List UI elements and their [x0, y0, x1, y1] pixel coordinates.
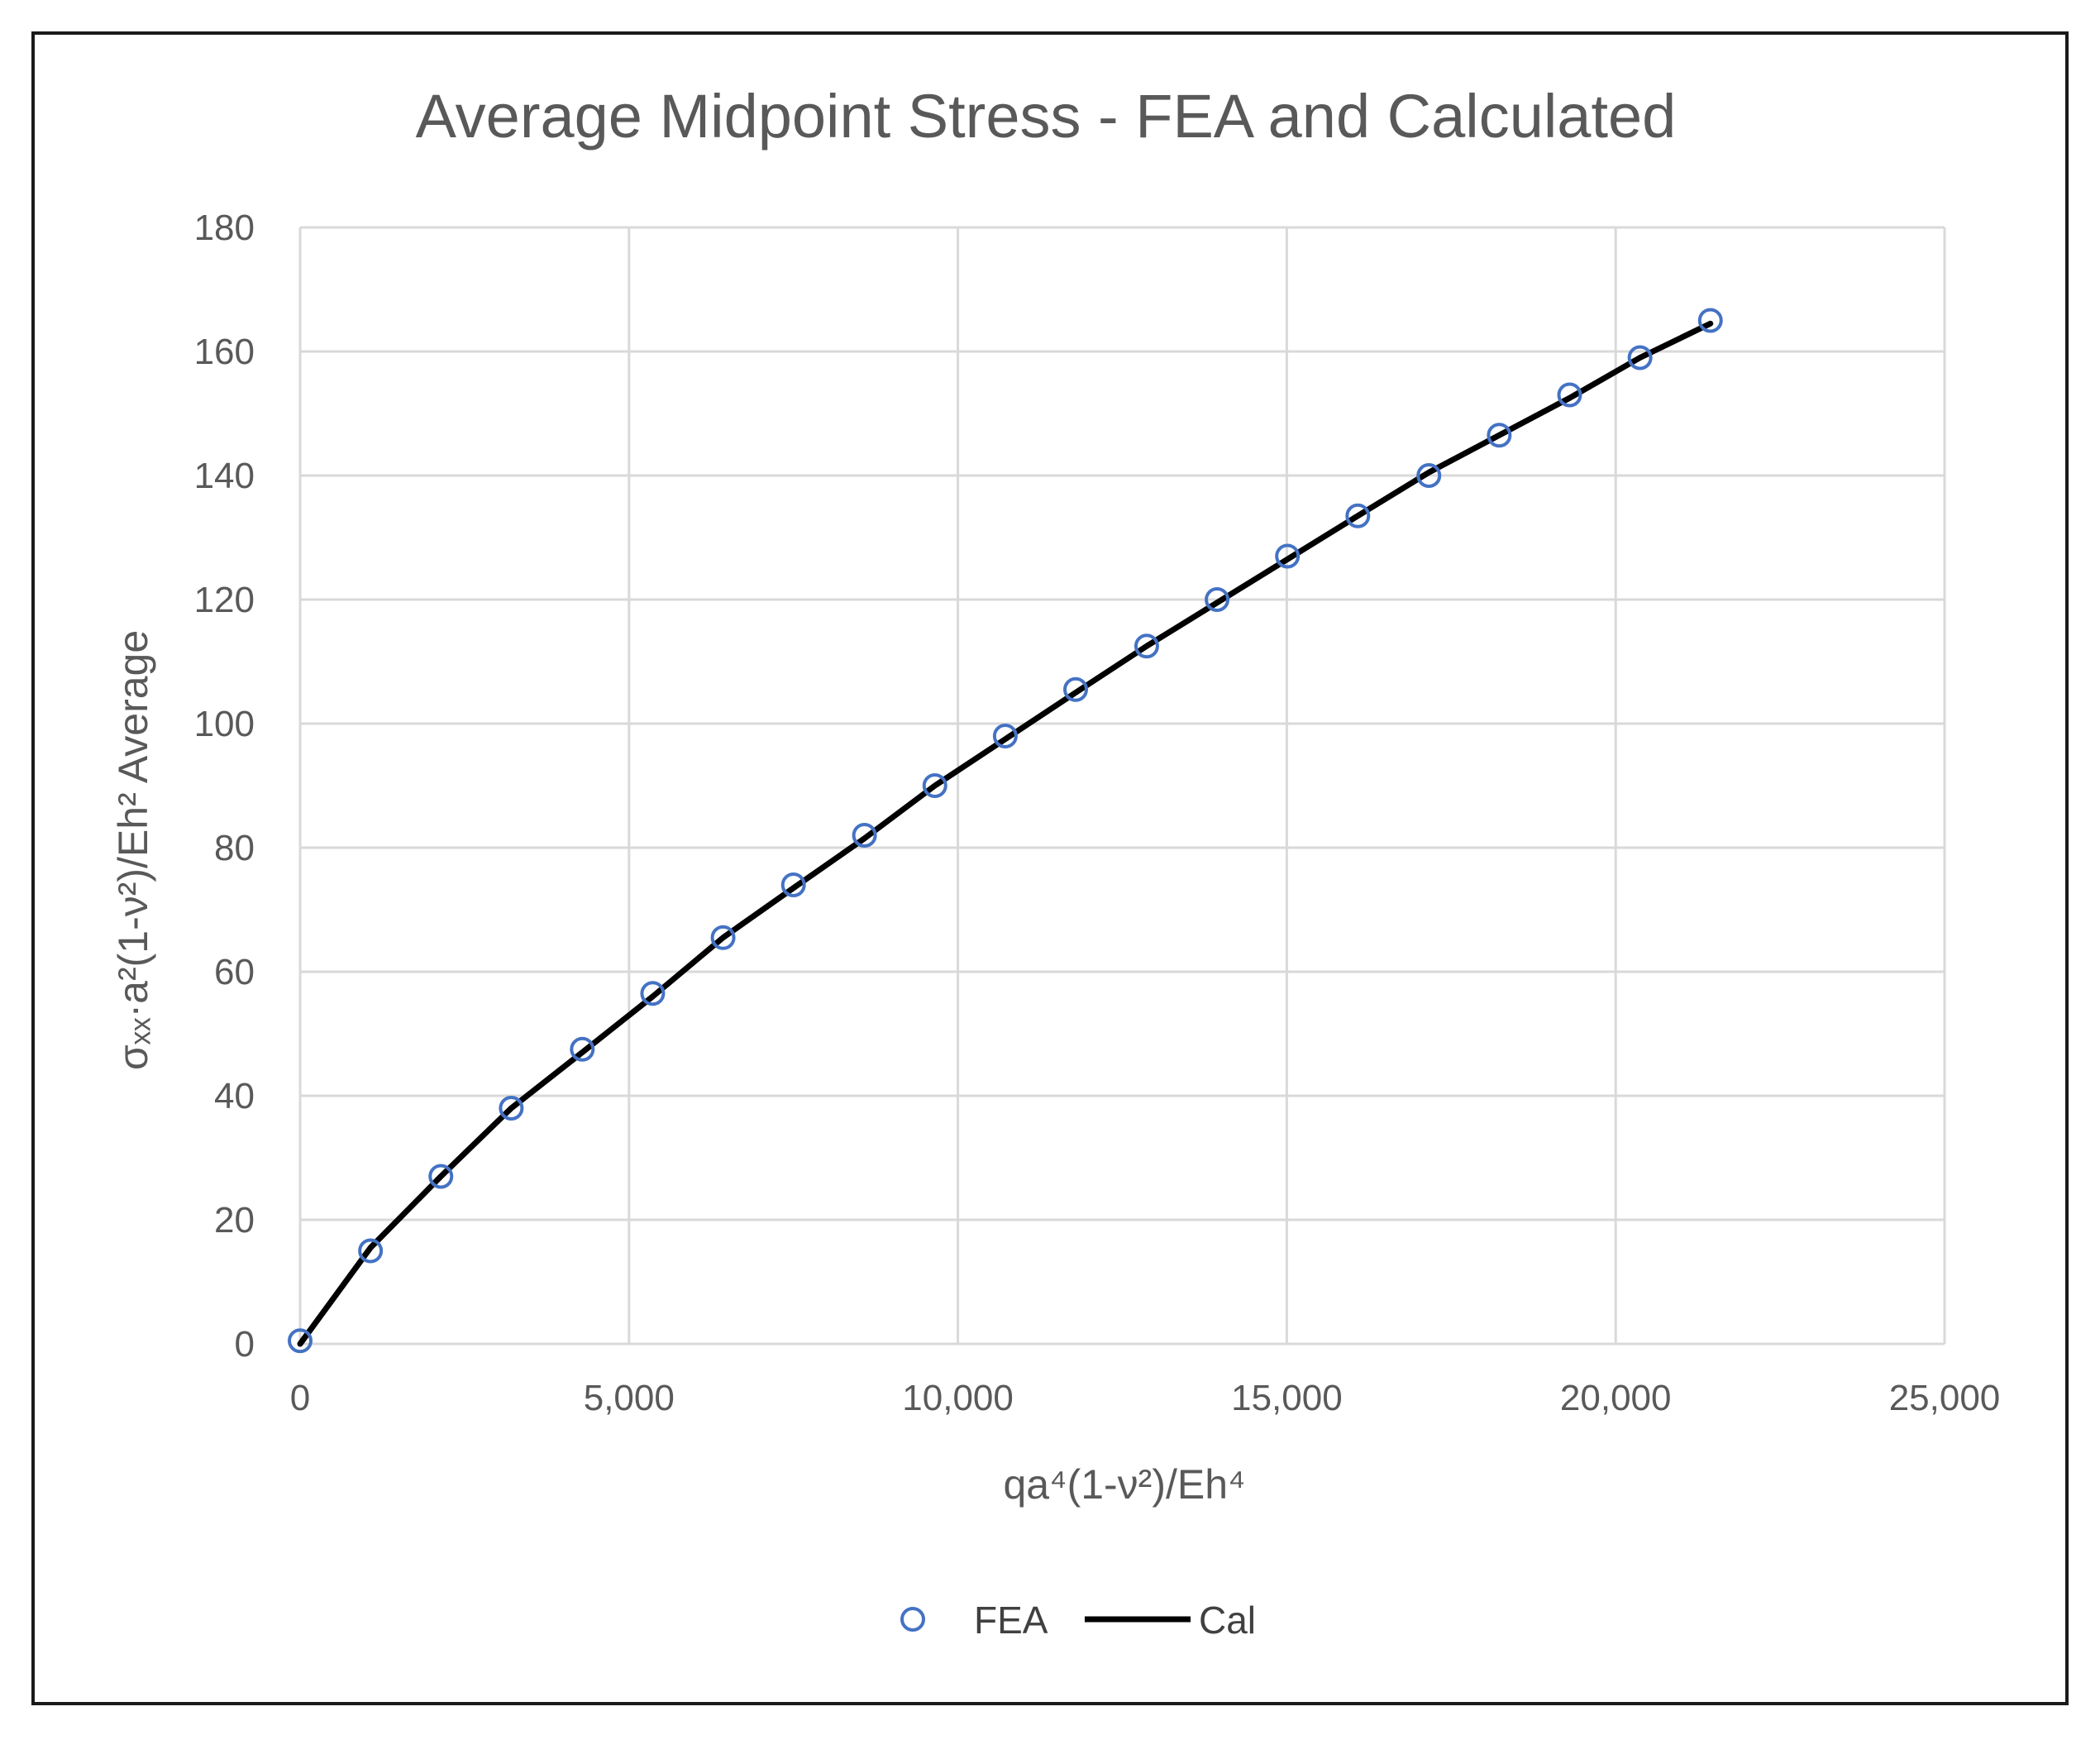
fea-point: [1627, 345, 1653, 370]
x-tick-label: 25,000: [1889, 1378, 2001, 1418]
y-tick-label: 180: [194, 208, 255, 248]
chart-frame: [31, 31, 2069, 1705]
fea-point: [1275, 543, 1301, 569]
fea-point: [1134, 633, 1159, 659]
x-tick-label: 0: [290, 1378, 310, 1418]
fea-point: [288, 1328, 313, 1354]
fea-series: [288, 308, 1723, 1354]
x-tick-label: 10,000: [902, 1378, 1014, 1418]
fea-point: [1063, 676, 1089, 702]
fea-point: [1416, 463, 1442, 488]
x-tick-label: 15,000: [1231, 1378, 1343, 1418]
fea-point: [1345, 503, 1371, 528]
x-tick-label: 5,000: [584, 1378, 675, 1418]
y-tick-label: 60: [214, 952, 255, 992]
fea-point: [922, 773, 947, 798]
fea-point: [1487, 423, 1512, 448]
chart-title: Average Midpoint Stress - FEA and Calcul…: [416, 82, 1677, 151]
fea-point: [499, 1096, 524, 1121]
fea-point: [570, 1036, 595, 1062]
legend-fea-label: FEA: [974, 1599, 1048, 1642]
fea-point: [710, 925, 736, 950]
legend-cal-label: Cal: [1199, 1599, 1256, 1642]
x-axis-ticks: 0 5,000 10,000 15,000 20,000 25,000: [290, 1378, 2001, 1418]
fea-point: [1205, 587, 1230, 612]
y-tick-label: 80: [214, 828, 255, 868]
fea-point: [428, 1164, 454, 1189]
x-axis-label: qa⁴(1-ν²)/Eh⁴: [1003, 1461, 1245, 1508]
y-tick-label: 0: [235, 1324, 255, 1365]
cal-series: [297, 320, 1714, 1347]
y-tick-label: 100: [194, 704, 255, 744]
fea-point: [1557, 382, 1582, 408]
y-axis-label: σₓₓ·a²(1-ν²)/Eh² Average: [110, 630, 156, 1070]
gridlines: [298, 226, 1946, 1346]
y-tick-label: 40: [214, 1076, 255, 1116]
legend: FEA Cal: [900, 1599, 1256, 1642]
y-tick-label: 140: [194, 456, 255, 496]
y-tick-label: 120: [194, 580, 255, 620]
fea-point: [992, 724, 1018, 748]
y-axis-ticks: 0 20 40 60 80 100 120 140 160 180: [194, 208, 255, 1365]
legend-fea-marker: [900, 1607, 925, 1632]
y-tick-label: 160: [194, 332, 255, 372]
y-tick-label: 20: [214, 1200, 255, 1240]
fea-point: [640, 981, 666, 1006]
fea-point: [852, 823, 877, 848]
x-tick-label: 20,000: [1560, 1378, 1672, 1418]
fea-point: [358, 1238, 384, 1264]
fea-point: [1697, 308, 1723, 333]
cal-line: [297, 320, 1714, 1347]
fea-point: [780, 872, 806, 897]
